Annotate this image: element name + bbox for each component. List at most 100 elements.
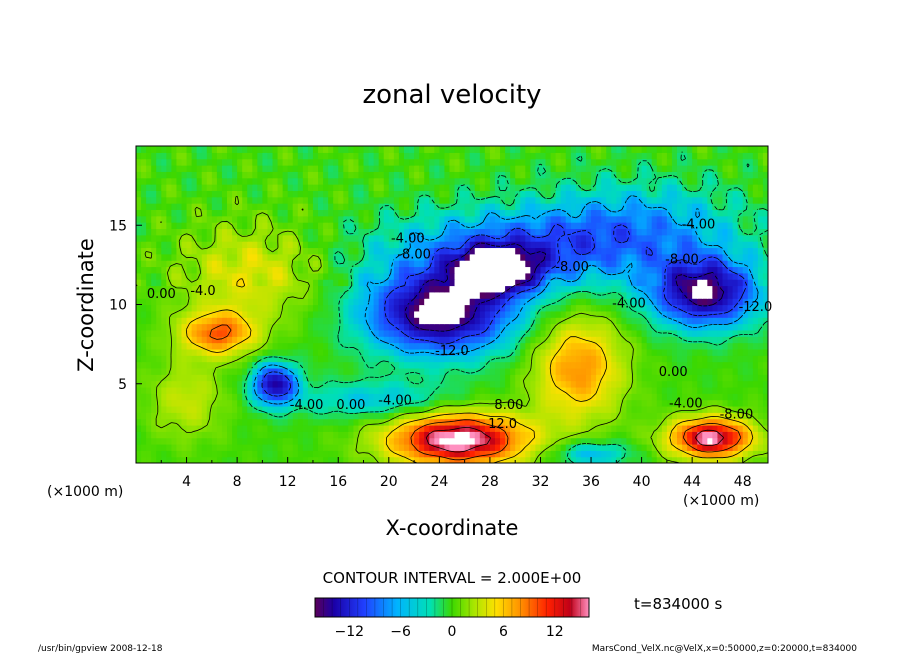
field-cell <box>656 361 663 369</box>
field-cell <box>292 279 299 287</box>
field-cell <box>318 310 324 318</box>
field-cell <box>191 317 198 325</box>
field-cell <box>722 437 729 445</box>
field-cell <box>434 393 440 401</box>
field-cell <box>191 405 198 413</box>
field-cell <box>171 329 178 337</box>
field-cell <box>318 342 324 350</box>
field-cell <box>247 234 253 242</box>
field-cell <box>737 424 744 432</box>
field-cell <box>611 405 617 413</box>
field-cell <box>641 266 648 274</box>
field-cell <box>500 317 506 325</box>
field-cell <box>297 437 304 445</box>
field-cell <box>262 361 269 369</box>
field-cell <box>732 355 739 363</box>
field-cell <box>636 405 643 413</box>
field-cell <box>181 291 188 299</box>
field-cell <box>732 437 739 445</box>
field-cell <box>267 304 274 312</box>
field-cell <box>201 386 208 394</box>
field-cell <box>328 443 334 451</box>
field-cell <box>459 241 466 249</box>
field-cell <box>156 443 162 451</box>
field-cell <box>166 424 172 432</box>
field-cell <box>211 450 218 458</box>
field-cell <box>621 247 628 255</box>
field-cell <box>141 222 147 230</box>
field-cell <box>464 437 471 445</box>
field-cell <box>762 374 768 382</box>
field-cell <box>343 222 349 230</box>
field-cell <box>272 279 279 287</box>
field-cell <box>697 431 703 439</box>
field-cell <box>323 247 329 255</box>
field-cell <box>338 247 344 255</box>
field-cell <box>247 266 253 274</box>
field-cell <box>191 291 198 299</box>
field-cell <box>631 367 638 375</box>
field-cell <box>742 393 749 401</box>
field-cell <box>580 386 587 394</box>
field-cell <box>282 450 289 458</box>
field-cell <box>378 222 385 230</box>
field-cell <box>141 279 147 287</box>
field-cell <box>697 209 703 217</box>
field-cell <box>747 348 754 356</box>
field-cell <box>429 450 435 458</box>
field-cell <box>221 424 228 432</box>
field-cell <box>151 253 157 261</box>
field-cell <box>312 374 319 382</box>
field-cell <box>682 437 688 445</box>
field-cell <box>373 418 380 426</box>
field-cell <box>257 399 263 407</box>
field-cell <box>671 393 678 401</box>
field-cell <box>464 424 471 432</box>
field-cell <box>358 329 365 337</box>
field-cell <box>201 437 208 445</box>
field-cell <box>216 386 223 394</box>
field-cell <box>651 437 658 445</box>
field-cell <box>368 266 375 274</box>
field-cell <box>419 431 425 439</box>
field-cell <box>651 291 658 299</box>
field-cell <box>666 304 673 312</box>
field-cell <box>722 304 729 312</box>
field-cell <box>737 456 744 463</box>
field-cell <box>201 215 208 223</box>
field-cell <box>454 342 461 350</box>
field-cell <box>515 412 521 420</box>
field-cell <box>737 329 744 337</box>
field-cell <box>156 456 162 463</box>
field-cell <box>196 247 203 255</box>
field-cell <box>176 399 183 407</box>
field-cell <box>545 317 552 325</box>
field-cell <box>692 247 698 255</box>
field-cell <box>282 253 289 261</box>
field-cell <box>530 304 537 312</box>
field-cell <box>277 443 284 451</box>
field-cell <box>641 399 648 407</box>
field-cell <box>363 291 370 299</box>
field-cell <box>403 418 410 426</box>
field-cell <box>358 260 365 268</box>
field-cell <box>525 234 531 242</box>
field-cell <box>676 456 683 463</box>
field-cell <box>353 431 360 439</box>
field-cell <box>146 456 152 463</box>
field-cell <box>469 291 476 299</box>
field-cell <box>656 424 663 432</box>
field-cell <box>616 355 622 363</box>
field-cell <box>307 272 314 280</box>
field-cell <box>247 222 253 230</box>
field-cell <box>550 424 557 432</box>
field-cell <box>641 329 648 337</box>
field-cell <box>267 291 274 299</box>
field-cell <box>565 443 572 451</box>
field-cell <box>646 443 653 451</box>
field-cell <box>136 298 142 306</box>
field-cell <box>348 222 355 230</box>
field-cell <box>747 279 754 287</box>
field-cell <box>247 374 253 382</box>
field-cell <box>621 399 628 407</box>
